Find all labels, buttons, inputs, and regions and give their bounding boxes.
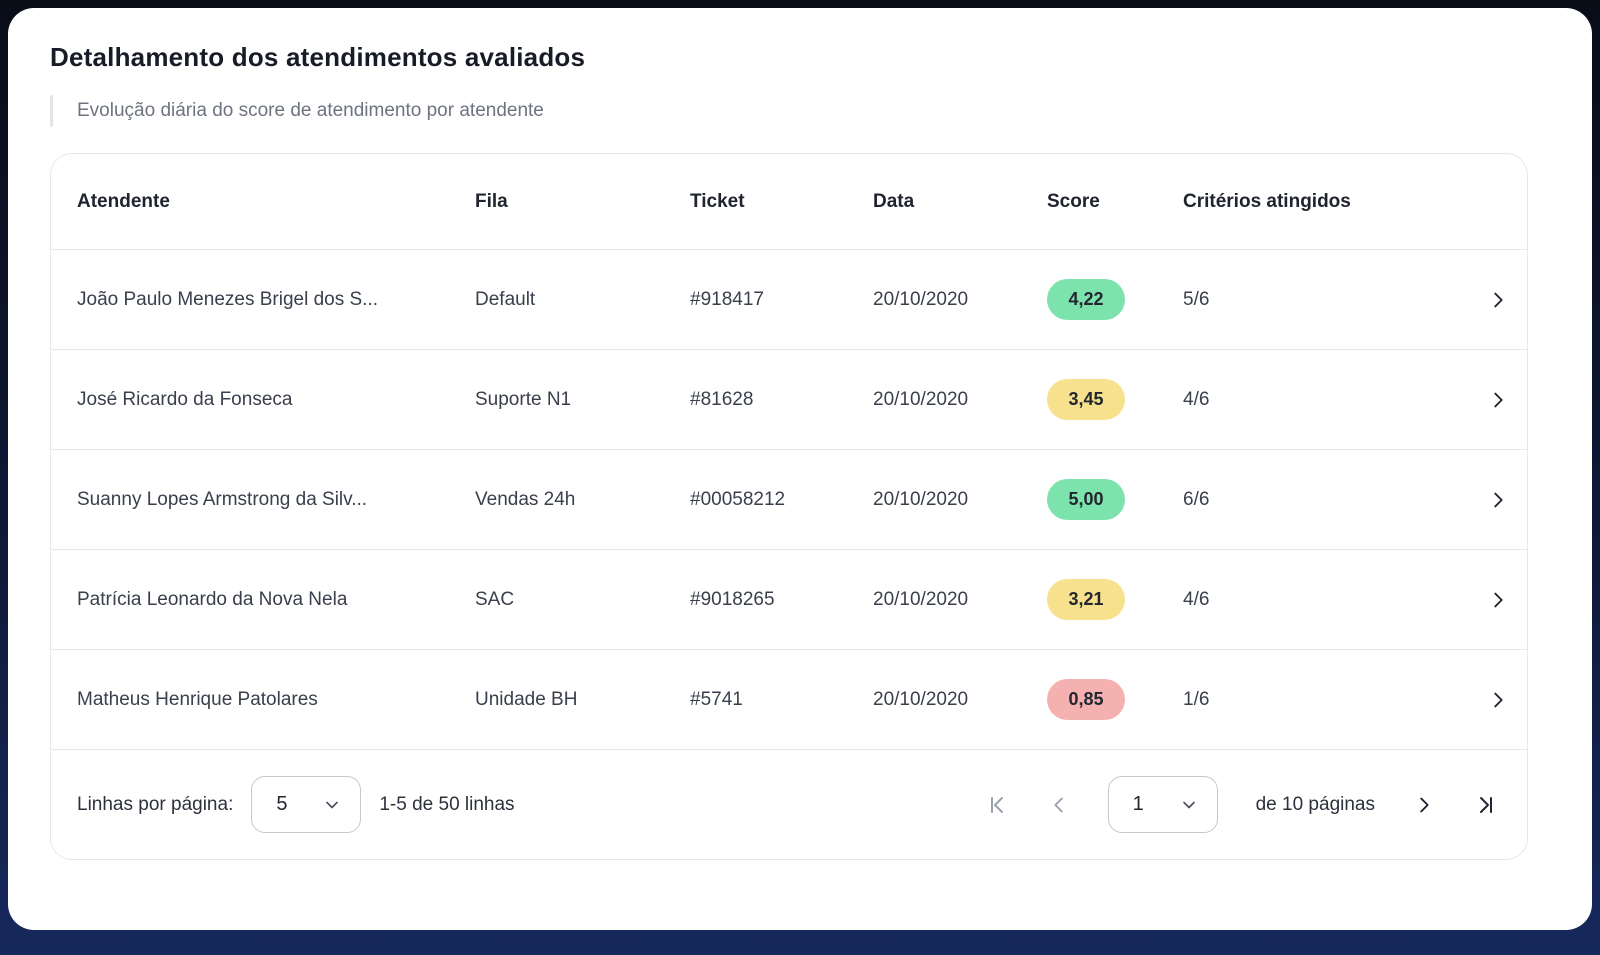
page-subtitle: Evolução diária do score de atendimento … [77,100,544,121]
rows-per-page-label: Linhas por página: [77,793,234,815]
cell-ticket: #81628 [690,388,754,410]
table-body: João Paulo Menezes Brigel dos S... Defau… [51,250,1527,750]
chevron-down-icon [322,795,342,815]
first-page-icon[interactable] [986,793,1010,817]
total-pages-label: de 10 páginas [1255,793,1375,815]
cell-fila: Vendas 24h [475,488,576,510]
subtitle-accent-bar [50,95,53,127]
rows-per-page-select[interactable]: 5 [251,776,362,833]
page-title: Detalhamento dos atendimentos avaliados [50,42,586,72]
page-select-value: 1 [1132,793,1144,815]
col-header-score: Score [1047,190,1100,212]
cell-criterios: 6/6 [1183,488,1210,510]
page-select[interactable]: 1 [1107,776,1218,833]
cell-data: 20/10/2020 [873,388,969,410]
evaluations-table: Atendente Fila Ticket Data Score Critéri… [50,153,1528,860]
cell-fila: Suporte N1 [475,388,572,410]
col-header-atendente: Atendente [77,190,170,212]
cell-criterios: 5/6 [1183,288,1210,310]
row-detail-chevron-right-icon[interactable] [1487,589,1509,611]
subtitle-row: Evolução diária do score de atendimento … [50,95,1552,127]
row-detail-chevron-right-icon[interactable] [1487,389,1509,411]
score-badge: 0,85 [1047,679,1125,720]
score-badge: 3,21 [1047,579,1125,620]
table-row[interactable]: João Paulo Menezes Brigel dos S... Defau… [51,250,1527,350]
cell-ticket: #5741 [690,688,743,710]
score-badge: 5,00 [1047,479,1125,520]
table-header-row: Atendente Fila Ticket Data Score Critéri… [51,154,1527,250]
previous-page-icon[interactable] [1048,794,1070,816]
rows-range-label: 1-5 de 50 linhas [379,793,515,815]
cell-ticket: #9018265 [690,588,775,610]
row-detail-chevron-right-icon[interactable] [1487,489,1509,511]
cell-atendente: Patrícia Leonardo da Nova Nela [77,588,348,610]
table-row[interactable]: Patrícia Leonardo da Nova Nela SAC #9018… [51,550,1527,650]
cell-ticket: #00058212 [690,488,786,510]
cell-fila: Unidade BH [475,688,578,710]
cell-ticket: #918417 [690,288,764,310]
cell-atendente: Suanny Lopes Armstrong da Silv... [77,488,368,510]
chevron-down-icon [1179,795,1199,815]
table-row[interactable]: Suanny Lopes Armstrong da Silv... Vendas… [51,450,1527,550]
cell-atendente: Matheus Henrique Patolares [77,688,318,710]
table-row[interactable]: José Ricardo da Fonseca Suporte N1 #8162… [51,350,1527,450]
next-page-icon[interactable] [1413,794,1435,816]
cell-criterios: 4/6 [1183,388,1210,410]
cell-data: 20/10/2020 [873,288,969,310]
main-card: Detalhamento dos atendimentos avaliados … [8,8,1592,930]
row-detail-chevron-right-icon[interactable] [1487,689,1509,711]
cell-data: 20/10/2020 [873,688,969,710]
col-header-ticket: Ticket [690,190,745,212]
col-header-criterios: Critérios atingidos [1183,190,1351,212]
cell-criterios: 1/6 [1183,688,1210,710]
table-row[interactable]: Matheus Henrique Patolares Unidade BH #5… [51,650,1527,750]
cell-atendente: João Paulo Menezes Brigel dos S... [77,288,379,310]
col-header-fila: Fila [475,190,508,212]
cell-criterios: 4/6 [1183,588,1210,610]
rows-per-page-value: 5 [276,793,288,815]
cell-fila: SAC [475,588,515,610]
table-footer: Linhas por página: 5 1-5 de 50 linhas [51,750,1527,859]
cell-data: 20/10/2020 [873,488,969,510]
score-badge: 4,22 [1047,279,1125,320]
last-page-icon[interactable] [1473,793,1497,817]
cell-atendente: José Ricardo da Fonseca [77,388,293,410]
cell-data: 20/10/2020 [873,588,969,610]
col-header-data: Data [873,190,915,212]
cell-fila: Default [475,288,536,310]
row-detail-chevron-right-icon[interactable] [1487,289,1509,311]
score-badge: 3,45 [1047,379,1125,420]
